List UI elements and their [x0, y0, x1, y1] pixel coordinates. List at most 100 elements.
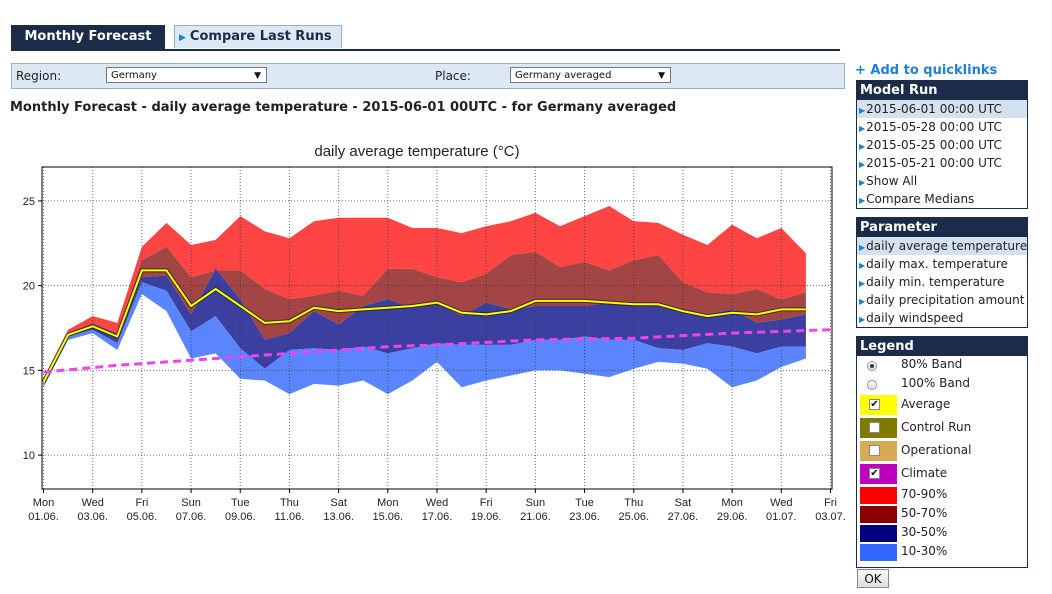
x-tick-day-label: Wed [426, 497, 448, 509]
x-tick-date-label: 13.06. [323, 511, 354, 523]
x-tick-day-label: Wed [81, 497, 103, 509]
legend-band-30-50: 30-50% [857, 524, 1027, 543]
compare-medians-label: Compare Medians [866, 192, 975, 206]
forecast-chart: daily average temperature (°C) 10 15 20 25 Mo… [23, 143, 846, 523]
chevron-down-icon: ▼ [254, 71, 261, 81]
checkbox-icon[interactable] [869, 422, 880, 433]
place-value: Germany averaged [515, 70, 612, 81]
band-30-50 [43, 268, 806, 384]
legend-operational[interactable]: Operational [857, 440, 1027, 463]
model-run-panel: Model Run ▶2015-06-01 00:00 UTC ▶2015-05… [856, 80, 1028, 209]
x-tick-date-label: 23.06. [569, 511, 600, 523]
legend-band-10-30: 10-30% [857, 543, 1027, 562]
x-tick-day-label: Mon [33, 497, 54, 509]
parameter-item[interactable]: ▶daily min. temperature [857, 273, 1027, 291]
arrow-icon: ▶ [859, 279, 866, 288]
tab-compare-last-runs[interactable]: ▶ Compare Last Runs [174, 25, 342, 48]
x-tick-day-label: Sat [675, 497, 692, 509]
x-tick-date-label: 01.07. [766, 511, 797, 523]
place-select[interactable]: Germany averaged ▼ [510, 67, 671, 83]
arrow-icon: ▶ [859, 106, 866, 115]
y-tick-label: 25 [23, 196, 35, 208]
x-tick-date-label: 27.06. [668, 511, 699, 523]
x-tick-day-label: Mon [721, 497, 742, 509]
chevron-down-icon: ▼ [658, 71, 665, 81]
x-tick-day-label: Tue [575, 497, 594, 509]
parameter-panel: Parameter ▶daily average temperature ▶da… [856, 217, 1028, 328]
radio-icon[interactable] [867, 380, 877, 390]
model-run-item[interactable]: ▶2015-05-28 00:00 UTC [857, 118, 1027, 136]
checkbox-icon[interactable] [869, 445, 880, 456]
model-run-item[interactable]: ▶2015-05-21 00:00 UTC [857, 154, 1027, 172]
parameter-item[interactable]: ▶daily windspeed [857, 309, 1027, 327]
legend-label: 30-50% [901, 525, 948, 539]
page-title: Monthly Forecast - daily average tempera… [10, 100, 677, 115]
region-select[interactable]: Germany ▼ [106, 67, 267, 83]
legend-title: Legend [857, 337, 1027, 356]
x-tick-day-label: Sun [526, 497, 546, 509]
region-value: Germany [111, 70, 157, 81]
control-swatch [860, 418, 897, 438]
legend-label: 70-90% [901, 487, 948, 501]
ok-button[interactable]: OK [857, 569, 889, 588]
radio-selected-icon[interactable] [867, 361, 877, 371]
tab-compare-label: Compare Last Runs [189, 29, 332, 44]
show-all-link[interactable]: ▶Show All [857, 172, 1027, 190]
legend-label: 100% Band [901, 376, 970, 390]
add-to-quicklinks-link[interactable]: + Add to quicklinks [855, 63, 998, 78]
parameter-label: daily max. temperature [866, 257, 1008, 271]
parameter-item[interactable]: ▶daily precipitation amount [857, 291, 1027, 309]
legend-label: Average [901, 397, 951, 411]
tab-bar: Monthly Forecast ▶ Compare Last Runs [11, 25, 840, 51]
model-run-label: 2015-05-21 00:00 UTC [866, 156, 1002, 170]
arrow-icon: ▶ [859, 297, 866, 306]
tab-monthly-forecast[interactable]: Monthly Forecast [11, 25, 165, 49]
parameter-title: Parameter [857, 218, 1027, 237]
x-tick-date-label: 29.06. [717, 511, 748, 523]
x-tick-date-label: 03.07. [815, 511, 846, 523]
compare-medians-link[interactable]: ▶Compare Medians [857, 190, 1027, 208]
legend-climate[interactable]: ✔ Climate [857, 463, 1027, 486]
x-tick-day-label: Mon [377, 497, 398, 509]
y-tick-label: 20 [23, 281, 35, 293]
operational-swatch [860, 441, 897, 461]
checkbox-checked-icon[interactable]: ✔ [869, 468, 880, 479]
model-run-item[interactable]: ▶2015-06-01 00:00 UTC [857, 100, 1027, 118]
legend-radio-100[interactable]: 100% Band [857, 375, 1027, 394]
band-10-30-swatch [860, 544, 897, 561]
legend-control-run[interactable]: Control Run [857, 417, 1027, 440]
band-50-70 [43, 246, 806, 383]
parameter-label: daily average temperature [866, 239, 1028, 253]
chart-title: daily average temperature (°C) [314, 143, 519, 160]
x-tick-day-label: Sun [181, 497, 201, 509]
legend-label: 50-70% [901, 506, 948, 520]
checkbox-checked-icon[interactable]: ✔ [869, 399, 880, 410]
x-tick-day-label: Fri [480, 497, 493, 509]
average-swatch: ✔ [860, 395, 897, 415]
legend-label: Operational [901, 443, 972, 457]
x-tick-date-label: 11.06. [275, 511, 305, 523]
y-tick-label: 10 [23, 450, 35, 462]
x-tick-day-label: Fri [135, 497, 148, 509]
region-label: Region: [16, 69, 62, 83]
arrow-icon: ▶ [859, 160, 866, 169]
x-tick-date-label: 01.06. [28, 511, 59, 523]
parameter-item[interactable]: ▶daily max. temperature [857, 255, 1027, 273]
band-50-70-swatch [860, 506, 897, 523]
y-tick-label: 15 [23, 365, 35, 377]
model-run-item[interactable]: ▶2015-05-25 00:00 UTC [857, 136, 1027, 154]
x-tick-date-label: 25.06. [618, 511, 649, 523]
legend-band-50-70: 50-70% [857, 505, 1027, 524]
band-10-30 [43, 282, 806, 395]
legend-average[interactable]: ✔ Average [857, 394, 1027, 417]
legend-label: 80% Band [901, 357, 963, 371]
x-tick-date-label: 09.06. [225, 511, 256, 523]
x-tick-day-label: Thu [624, 497, 643, 509]
x-tick-date-label: 17.06. [422, 511, 453, 523]
x-tick-day-label: Thu [280, 497, 299, 509]
parameter-item[interactable]: ▶daily average temperature [857, 237, 1027, 255]
arrow-icon: ▶ [859, 243, 866, 252]
climate-line [43, 328, 831, 374]
legend-radio-80[interactable]: 80% Band [857, 356, 1027, 375]
parameter-label: daily min. temperature [866, 275, 1005, 289]
